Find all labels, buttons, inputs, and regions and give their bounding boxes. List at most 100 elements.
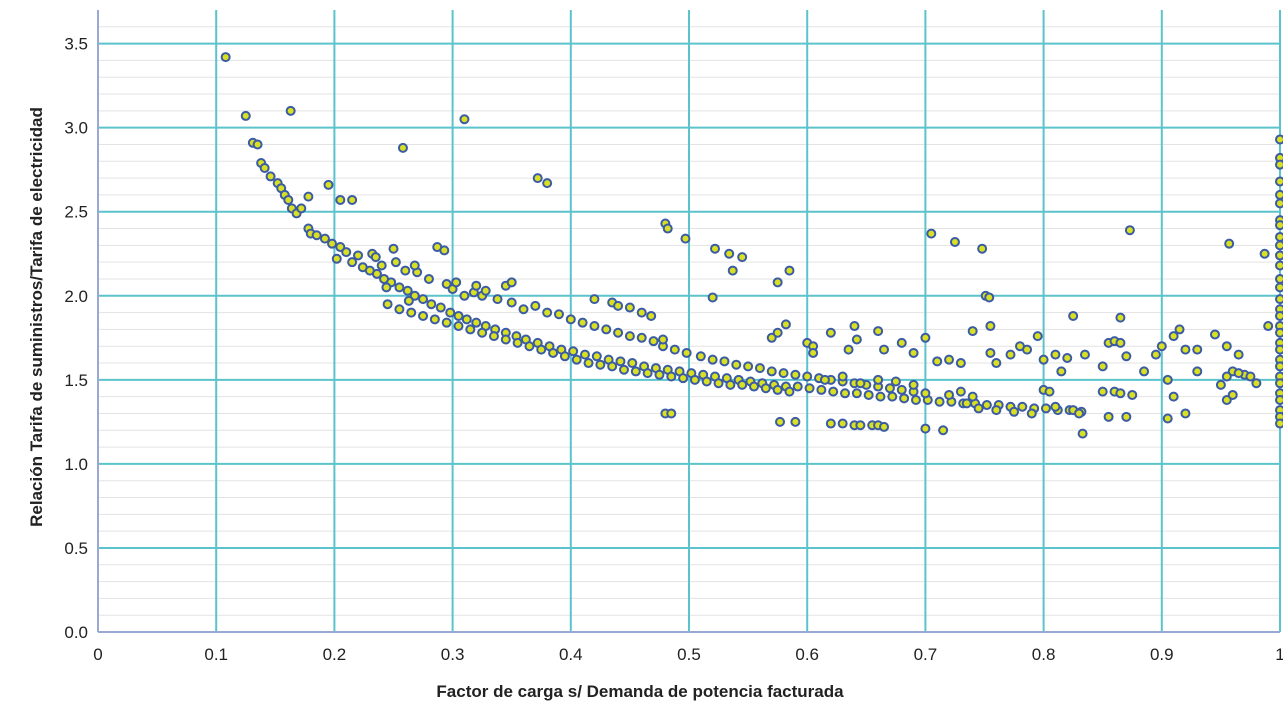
data-point — [719, 356, 730, 367]
data-point — [530, 300, 541, 311]
data-point — [1077, 428, 1088, 439]
data-point — [654, 369, 665, 380]
data-point — [1040, 403, 1051, 414]
data-point — [737, 379, 748, 390]
data-point — [1275, 220, 1283, 231]
data-point — [760, 383, 771, 394]
data-point — [713, 378, 724, 389]
data-point — [666, 371, 677, 382]
x-tick-label: 0.7 — [914, 645, 938, 664]
data-point — [536, 344, 547, 355]
data-point — [477, 327, 488, 338]
data-point — [778, 368, 789, 379]
data-point — [884, 383, 895, 394]
data-point — [492, 294, 503, 305]
data-point — [955, 386, 966, 397]
data-point — [825, 327, 836, 338]
data-point — [285, 105, 296, 116]
data-point — [707, 354, 718, 365]
data-point — [1050, 401, 1061, 412]
data-point — [451, 277, 462, 288]
data-point — [548, 347, 559, 358]
data-point — [1275, 189, 1283, 200]
data-point — [1259, 248, 1270, 259]
data-point — [376, 260, 387, 271]
data-point — [453, 321, 464, 332]
data-point — [646, 310, 657, 321]
data-point — [784, 386, 795, 397]
data-point — [837, 418, 848, 429]
data-point — [445, 307, 456, 318]
data-point — [1192, 366, 1203, 377]
data-point — [837, 371, 848, 382]
x-tick-label: 0.1 — [204, 645, 228, 664]
data-point — [899, 393, 910, 404]
data-point — [1124, 225, 1135, 236]
data-point — [341, 247, 352, 258]
data-point — [849, 321, 860, 332]
data-point — [1275, 176, 1283, 187]
data-point — [1192, 344, 1203, 355]
data-point — [1103, 411, 1114, 422]
data-point — [743, 361, 754, 372]
data-point — [1275, 395, 1283, 406]
data-point — [790, 369, 801, 380]
data-point — [991, 358, 1002, 369]
data-point — [607, 361, 618, 372]
data-point — [240, 110, 251, 121]
data-point — [772, 384, 783, 395]
data-point — [595, 359, 606, 370]
data-point — [825, 418, 836, 429]
data-point — [896, 337, 907, 348]
data-point — [642, 368, 653, 379]
data-point — [887, 391, 898, 402]
data-point — [920, 332, 931, 343]
data-point — [1275, 361, 1283, 372]
data-point — [542, 178, 553, 189]
data-point — [613, 327, 624, 338]
data-point — [1115, 337, 1126, 348]
data-point — [418, 294, 429, 305]
data-point — [1168, 391, 1179, 402]
data-point — [944, 354, 955, 365]
data-point — [591, 351, 602, 362]
data-point — [439, 245, 450, 256]
data-point — [934, 396, 945, 407]
data-point — [669, 344, 680, 355]
data-point — [381, 282, 392, 293]
data-point — [984, 292, 995, 303]
x-tick-label: 0.6 — [795, 645, 819, 664]
data-point — [1275, 294, 1283, 305]
data-point — [754, 363, 765, 374]
y-tick-label: 0.5 — [64, 539, 88, 558]
data-point — [1068, 310, 1079, 321]
data-point — [1275, 260, 1283, 271]
data-point — [802, 371, 813, 382]
data-point — [347, 257, 358, 268]
data-point — [1127, 389, 1138, 400]
y-tick-label: 2.5 — [64, 203, 88, 222]
data-point — [532, 173, 543, 184]
data-point — [938, 425, 949, 436]
data-point — [559, 351, 570, 362]
y-tick-label: 1.5 — [64, 371, 88, 390]
data-point — [890, 376, 901, 387]
data-point — [973, 403, 984, 414]
data-point — [1009, 406, 1020, 417]
data-point — [403, 295, 414, 306]
data-point — [710, 243, 721, 254]
x-tick-label: 0.5 — [677, 645, 701, 664]
data-point — [843, 344, 854, 355]
x-tick-label: 0 — [93, 645, 102, 664]
data-point — [1180, 408, 1191, 419]
data-point — [601, 324, 612, 335]
data-point — [879, 344, 890, 355]
data-point — [1162, 413, 1173, 424]
data-point — [1115, 388, 1126, 399]
data-point — [784, 265, 795, 276]
y-axis-title: Relación Tarifa de suministros/Tarifa de… — [27, 107, 46, 527]
y-tick-label: 1.0 — [64, 455, 88, 474]
data-point — [926, 228, 937, 239]
data-point — [775, 416, 786, 427]
data-point — [370, 252, 381, 263]
